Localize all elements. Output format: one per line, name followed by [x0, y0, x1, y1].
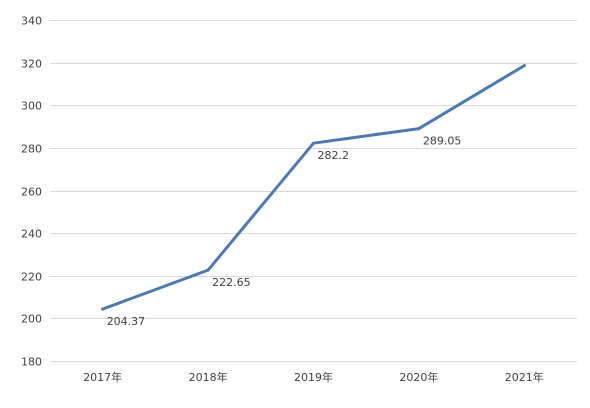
y-tick-label-240: 240: [21, 228, 42, 241]
y-tick-label-200: 200: [21, 313, 42, 326]
data-point-0-0: [101, 307, 105, 311]
y-tick-label-220: 220: [21, 271, 42, 284]
x-tick-label-4: 2021年: [505, 370, 544, 384]
x-tick-label-1: 2018年: [189, 370, 228, 384]
data-point-0-2: [312, 141, 315, 145]
series-layer: [101, 64, 526, 311]
y-tick-label-300: 300: [21, 100, 42, 113]
y-tick-label-280: 280: [21, 143, 42, 156]
data-label-0-1: 222.65: [212, 276, 251, 289]
x-tick-label-0: 2017年: [83, 370, 122, 384]
data-labels: 204.37 222.65 282.2 289.05: [107, 135, 462, 328]
x-axis-tick-labels: 2017年 2018年 2019年 2020年 2021年: [83, 370, 544, 384]
data-label-0-0: 204.37: [107, 315, 146, 328]
data-point-0-3: [417, 127, 421, 131]
x-tick-label-3: 2020年: [399, 370, 438, 384]
y-tick-label-180: 180: [21, 356, 42, 369]
data-point-0-4: [522, 64, 526, 68]
data-label-0-3: 289.05: [423, 135, 462, 148]
data-label-0-2: 282.2: [318, 149, 350, 162]
y-axis-tick-labels: 180 200 220 240 260 280 300 320 340: [21, 15, 42, 369]
x-tick-label-2: 2019年: [294, 370, 333, 384]
y-tick-label-320: 320: [21, 58, 42, 71]
y-tick-label-340: 340: [21, 15, 42, 28]
series-line-0: [101, 64, 526, 311]
gridlines: [50, 20, 577, 362]
data-point-0-1: [206, 268, 210, 272]
y-tick-label-260: 260: [21, 186, 42, 199]
